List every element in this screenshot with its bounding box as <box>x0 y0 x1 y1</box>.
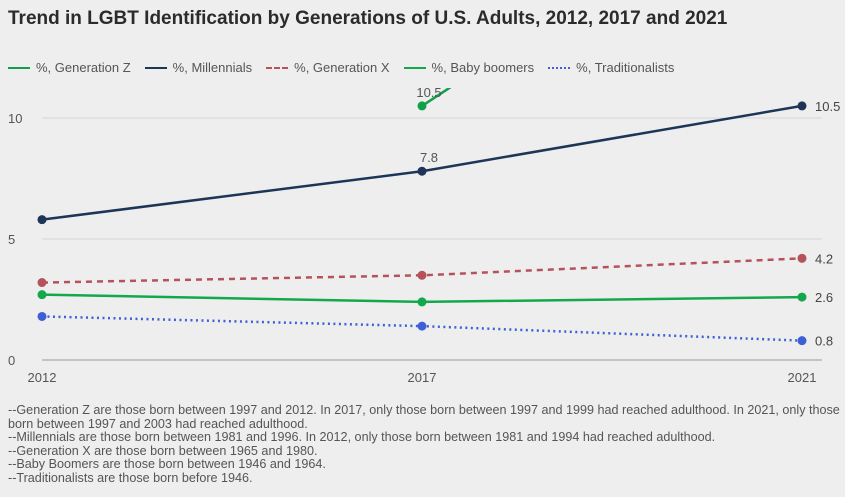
legend-item-generation-z[interactable]: %, Generation Z <box>8 60 131 75</box>
footnote-traditionalists: --Traditionalists are those born before … <box>8 470 253 485</box>
legend-label-generation-x: %, Generation X <box>294 60 390 75</box>
legend-swatch-baby-boomers <box>403 66 426 69</box>
data-point-millennials-2021 <box>797 101 807 111</box>
data-label-millennials-2017: 7.8 <box>420 150 438 165</box>
data-point-generation-x-2012 <box>37 278 47 288</box>
legend-swatch-traditionalists <box>548 66 571 69</box>
chart-legend: %, Generation Z %, Millennials %, Genera… <box>8 60 688 75</box>
data-point-generation-x-2017 <box>417 270 427 280</box>
y-tick-label-0: 0 <box>8 353 15 368</box>
data-point-baby-boomers-2012 <box>37 290 47 300</box>
data-label-generation-x-2021: 4.2 <box>815 251 833 266</box>
data-label-baby-boomers-2021: 2.6 <box>815 290 833 305</box>
data-point-traditionalists-2021 <box>797 336 807 346</box>
data-point-generation-x-2021 <box>797 253 807 263</box>
legend-item-baby-boomers[interactable]: %, Baby boomers <box>403 60 535 75</box>
footnote-generation-z: --Generation Z are those born between 19… <box>8 404 844 431</box>
y-tick-label-5: 5 <box>8 232 15 247</box>
x-tick-label-2017: 2017 <box>408 370 437 385</box>
legend-item-traditionalists[interactable]: %, Traditionalists <box>548 60 674 75</box>
legend-label-generation-z: %, Generation Z <box>36 60 131 75</box>
series-line-generation-z <box>421 88 452 107</box>
series-line-generation-x <box>41 257 803 284</box>
legend-label-traditionalists: %, Traditionalists <box>576 60 675 75</box>
data-point-baby-boomers-2021 <box>797 292 807 302</box>
y-tick-label-10: 10 <box>8 111 22 126</box>
data-point-millennials-2017 <box>417 166 427 176</box>
x-tick-label-2012: 2012 <box>28 370 57 385</box>
data-label-traditionalists-2021: 0.8 <box>815 334 833 349</box>
legend-item-generation-x[interactable]: %, Generation X <box>266 60 390 75</box>
legend-swatch-generation-z <box>8 66 30 69</box>
data-point-traditionalists-2017 <box>417 321 427 331</box>
data-point-traditionalists-2012 <box>37 311 47 321</box>
data-label-generation-z-2017: 10.5 <box>416 88 441 100</box>
legend-item-millennials[interactable]: %, Millennials <box>144 60 253 75</box>
data-point-millennials-2012 <box>37 215 47 225</box>
chart-title: Trend in LGBT Identification by Generati… <box>8 8 728 29</box>
data-point-generation-z-2017 <box>417 101 427 111</box>
footnote-generation-x: --Generation X are those born between 19… <box>8 443 318 458</box>
x-tick-label-2021: 2021 <box>788 370 817 385</box>
legend-swatch-generation-x <box>266 66 289 69</box>
footnotes: --Generation Z are those born between 19… <box>8 404 844 486</box>
legend-label-baby-boomers: %, Baby boomers <box>431 60 535 75</box>
legend-label-millennials: %, Millennials <box>172 60 253 75</box>
footnote-baby-boomers: --Baby Boomers are those born between 19… <box>8 457 326 472</box>
legend-swatch-millennials <box>144 66 167 69</box>
footnote-millennials: --Millennials are those born between 198… <box>8 430 716 445</box>
line-chart: 0510152020122017202110.520.87.810.54.22.… <box>8 88 840 385</box>
data-label-millennials-2021: 10.5 <box>815 99 840 114</box>
data-point-baby-boomers-2017 <box>417 297 427 307</box>
